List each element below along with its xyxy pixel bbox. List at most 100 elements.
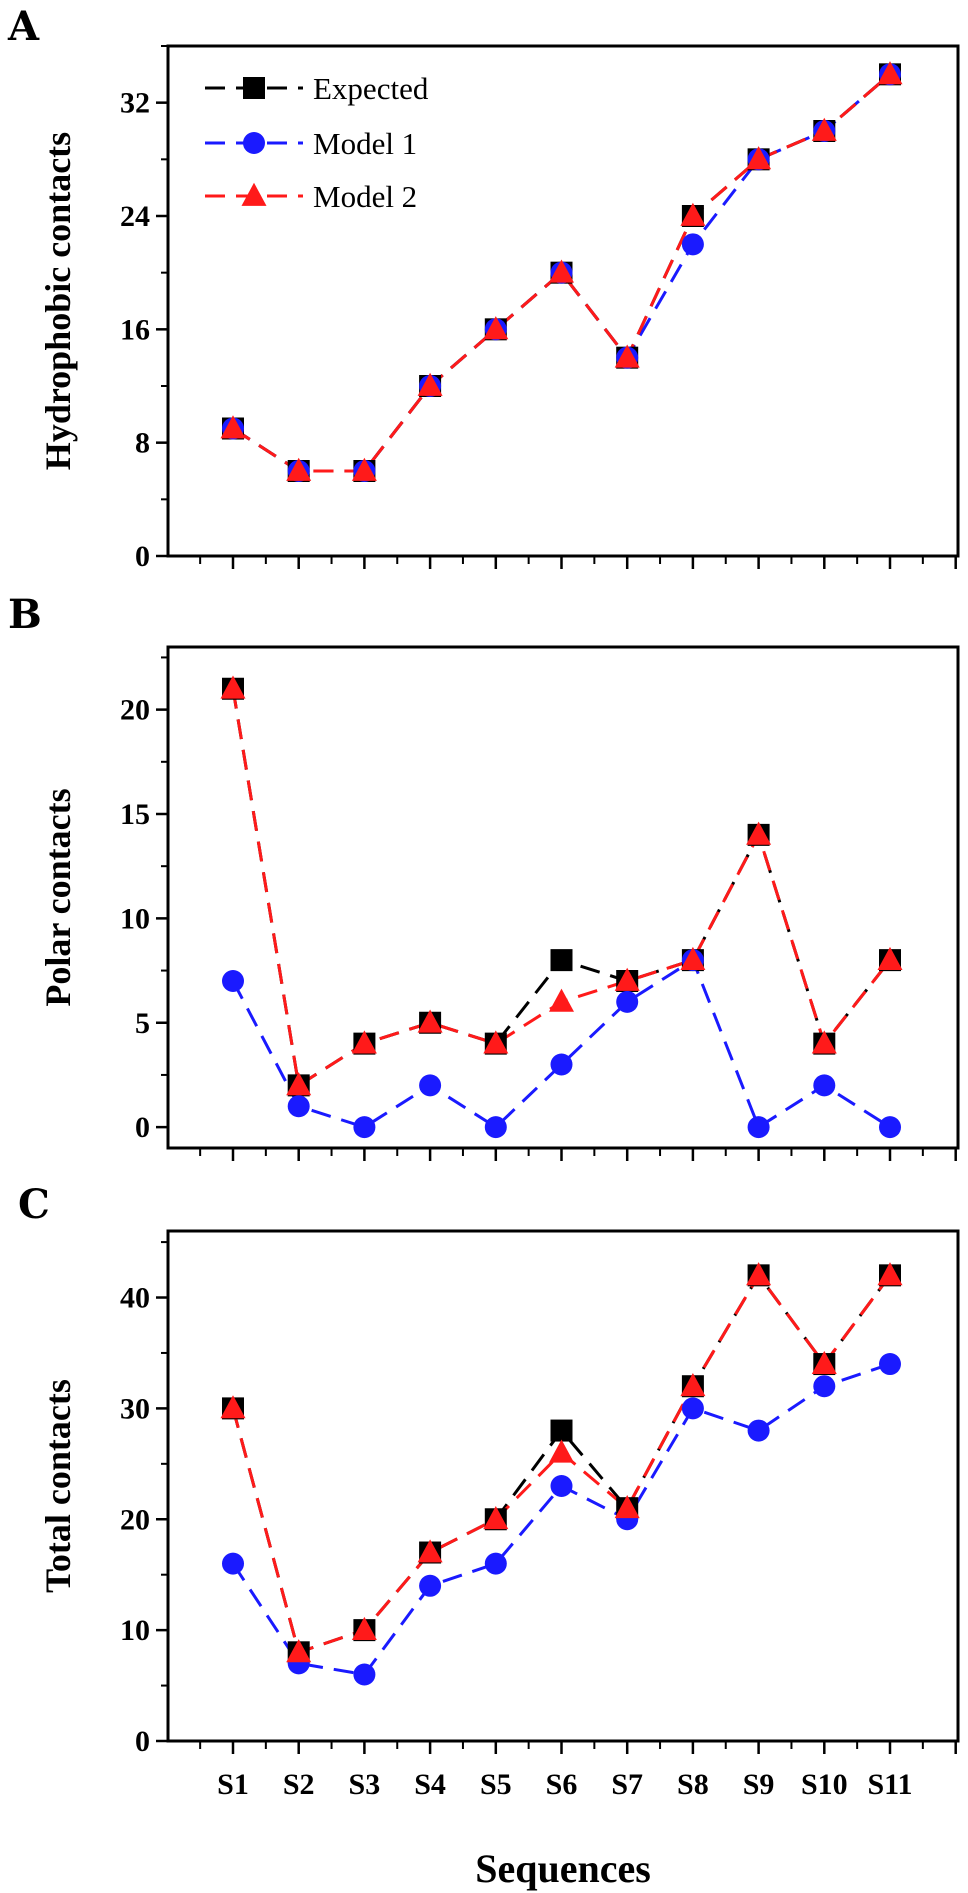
data-point-model-1 [747,1116,770,1139]
x-tick-label: S11 [867,1768,912,1801]
data-point-model-1 [879,1116,901,1139]
data-point-model-2 [220,415,246,439]
series-markers-expected [222,677,901,1097]
data-point-expected [550,949,573,972]
data-point-model-2 [877,1262,903,1286]
data-point-model-2 [811,1030,837,1054]
series-markers-model-2 [220,61,903,481]
data-point-model-2 [614,344,640,368]
legend: Expected Model 1 Model 2 [205,71,429,214]
data-point-model-2 [746,1262,772,1286]
plot-frame [166,645,960,1150]
data-point-model-1 [222,1552,244,1575]
x-tick-label: S2 [283,1768,315,1801]
data-point-model-1 [813,1375,836,1398]
data-point-model-2 [614,967,640,991]
data-point-model-2 [614,1494,640,1519]
y-tick-label: 15 [120,798,150,831]
legend-marker-expected [243,77,265,99]
data-point-model-1 [681,1397,704,1420]
y-tick-label: 20 [120,1503,150,1536]
data-point-model-2 [351,1030,377,1054]
x-tick-label: S9 [743,1768,775,1801]
data-point-model-2 [220,675,246,699]
y-tick-label: 16 [120,313,150,346]
data-point-model-2 [680,202,706,226]
data-point-model-2 [286,1072,312,1096]
x-tick-label: S1 [217,1768,249,1801]
x-tick-label: S6 [546,1768,578,1801]
data-point-model-2 [286,457,312,481]
data-point-model-2 [549,1439,574,1463]
y-axis-title: Total contacts [38,1379,78,1593]
data-point-model-1 [616,990,639,1013]
data-point-model-2 [417,1009,443,1033]
data-point-model-1 [484,1552,507,1575]
series-line-model-1 [231,957,891,1130]
series-line-model-1 [232,73,891,473]
legend-marker-model-2 [241,182,267,206]
data-point-model-1 [879,1353,901,1376]
data-point-model-2 [877,61,903,85]
data-point-model-2 [483,1506,509,1530]
plot-frame [166,44,960,558]
y-tick-label: 20 [120,694,150,727]
y-tick-label: 10 [120,902,150,935]
y-tick-label: 0 [135,1725,150,1758]
y-tick-label: 40 [120,1282,150,1315]
series-markers-model-2 [220,1262,903,1663]
data-point-model-2 [417,1539,443,1563]
plot-frame [166,1229,960,1743]
data-point-model-1 [484,1116,507,1139]
legend-marker-model-1 [243,132,265,154]
data-point-model-1 [287,1095,310,1118]
y-tick-label: 10 [120,1614,150,1647]
data-point-model-2 [811,1350,837,1374]
y-tick-label: 32 [120,87,150,120]
data-point-model-2 [549,259,574,283]
x-tick-label: S3 [349,1768,381,1801]
data-point-model-2 [286,1639,312,1663]
data-point-model-2 [417,372,443,396]
y-tick-label: 24 [120,200,150,233]
x-tick-label: S5 [480,1768,512,1801]
series-markers-model-2 [220,675,903,1096]
data-point-model-2 [680,1373,706,1397]
data-point-model-2 [483,1030,509,1054]
legend-label: Model 2 [313,179,417,214]
y-axis-title: Hydrophobic contacts [38,132,78,470]
series-line-expected [231,688,892,1088]
data-point-model-2 [811,117,837,141]
data-point-model-1 [813,1074,836,1097]
x-tick-label: S8 [677,1768,709,1801]
data-point-model-2 [351,1616,377,1641]
x-axis-title: Sequences [475,1846,651,1891]
x-tick-label: S7 [611,1768,643,1801]
data-point-model-1 [550,1053,573,1076]
data-point-model-1 [419,1074,442,1097]
data-point-model-1 [353,1116,376,1139]
series-line-expected [231,1272,892,1655]
series-line-model-1 [231,1362,891,1677]
y-tick-label: 5 [135,1007,150,1040]
data-point-model-2 [746,146,772,170]
data-point-model-1 [222,970,244,992]
data-point-expected [550,1419,573,1442]
x-tick-label: S4 [414,1768,446,1801]
y-tick-label: 0 [135,540,150,573]
series-markers-model-1 [222,1353,901,1686]
data-point-model-2 [483,316,509,340]
y-axis-title: Polar contacts [38,788,78,1006]
panel-label-b: B [8,591,42,638]
data-point-model-1 [747,1419,770,1442]
data-point-model-2 [549,988,574,1012]
series-line-model-2 [231,688,892,1088]
series-markers-expected [222,1264,901,1664]
series-markers-model-1 [222,949,901,1139]
x-tick-label: S10 [801,1768,848,1801]
y-tick-label: 0 [135,1111,150,1144]
legend-label: Expected [313,71,429,106]
data-point-model-2 [220,1395,246,1419]
y-tick-label: 8 [135,427,150,460]
